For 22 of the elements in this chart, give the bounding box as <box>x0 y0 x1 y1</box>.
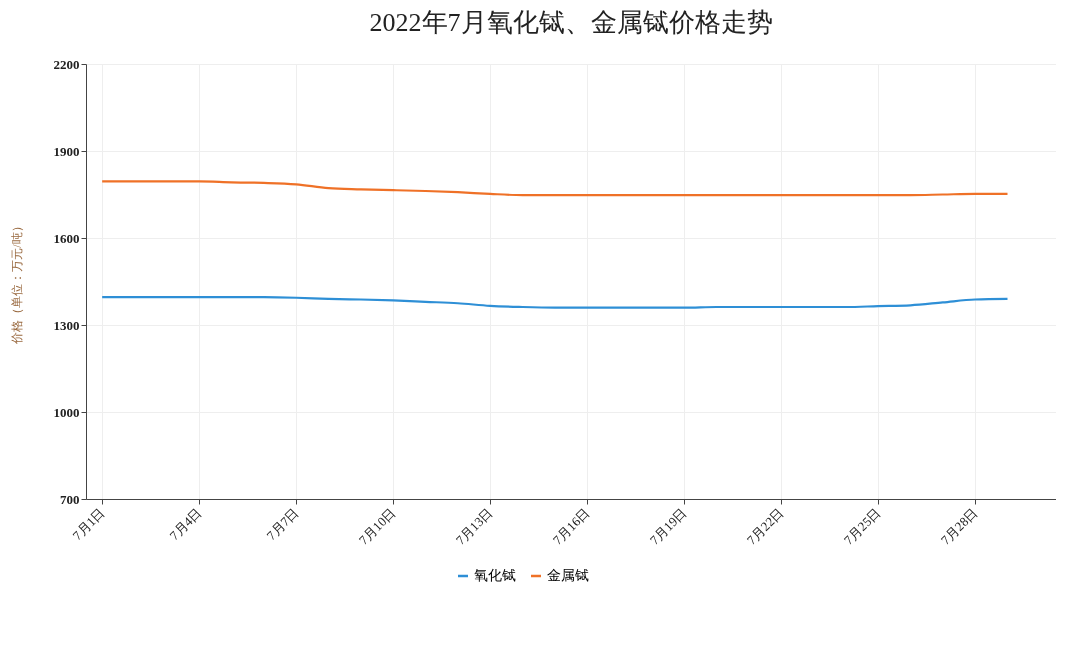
y-tick-label: 1600 <box>53 230 80 246</box>
x-tick-label: 7月16日 <box>549 504 593 548</box>
line-series <box>101 180 1009 197</box>
x-tick-label: 7月1日 <box>69 504 108 544</box>
y-axis-title: 价格（单位：万元/吨） <box>9 220 24 345</box>
y-tick-label: 2200 <box>53 56 80 72</box>
legend-label: 金属铽 <box>547 568 589 583</box>
x-tick-label: 7月7日 <box>263 504 302 544</box>
x-tick-label: 7月13日 <box>452 504 496 548</box>
x-tick-label: 7月4日 <box>166 504 205 544</box>
y-tick-label: 700 <box>60 491 80 507</box>
x-tick-label: 7月22日 <box>743 504 787 548</box>
y-tick-label: 1900 <box>53 143 80 159</box>
legend-label: 氧化铽 <box>474 568 516 583</box>
y-tick-label: 1300 <box>53 317 80 333</box>
x-tick-label: 7月10日 <box>355 504 399 548</box>
x-tick-label: 7月25日 <box>840 504 884 548</box>
chart-title: 2022年7月氧化铽、金属铽价格走势 <box>369 8 773 37</box>
x-tick-label: 7月19日 <box>646 504 690 548</box>
x-tick-label: 7月28日 <box>937 504 981 548</box>
line-series <box>101 296 1009 309</box>
y-tick-label: 1000 <box>53 404 80 420</box>
